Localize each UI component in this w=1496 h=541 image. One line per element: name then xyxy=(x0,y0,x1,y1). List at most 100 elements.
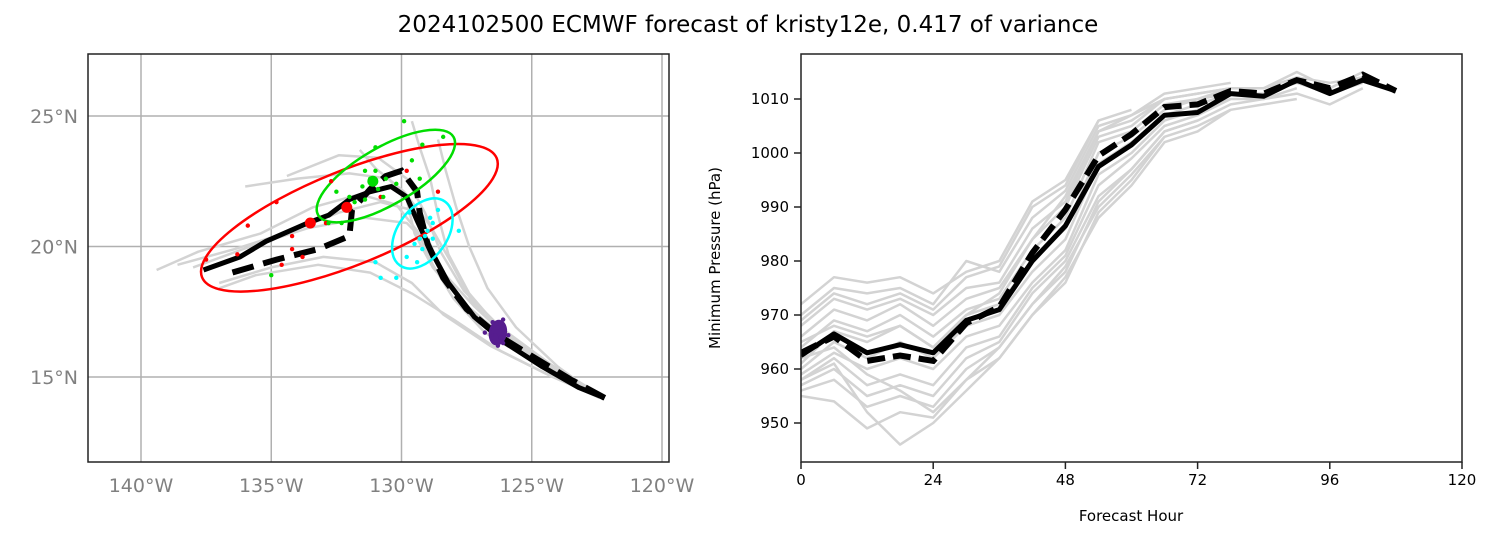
purple-ensemble-point xyxy=(498,335,503,341)
ensemble-pressure-line xyxy=(801,97,1298,430)
green-ensemble-point xyxy=(383,176,389,181)
cyan-ensemble-point xyxy=(417,236,422,241)
cyan-ensemble-point xyxy=(422,233,428,239)
green-ensemble-point xyxy=(339,220,344,226)
pressure-y-tick-label: 1000 xyxy=(751,144,789,162)
cyan-ensemble-point xyxy=(407,210,412,215)
pressure-y-axis-label: Minimum Pressure (hPa) xyxy=(706,167,724,349)
map-lon-tick-label: 120°W xyxy=(630,475,695,497)
pressure-ticks: 0 24 48 72 96 120 950 960 970 980 990 1000 1010 xyxy=(751,90,1477,489)
pressure-y-tick-label: 980 xyxy=(760,252,789,270)
purple-ensemble-point xyxy=(506,333,511,338)
map-lon-tick-label: 130°W xyxy=(369,475,434,497)
red-ensemble-point xyxy=(235,252,240,257)
green-ensemble-point xyxy=(420,142,425,147)
red-uncertainty-ellipse xyxy=(199,142,500,293)
ensemble-pressure-line xyxy=(801,108,1132,306)
red-ensemble-point xyxy=(245,223,251,228)
pressure-x-axis-label: Forecast Hour xyxy=(1079,507,1184,525)
green-ensemble-point xyxy=(373,145,378,150)
green-ensemble-point xyxy=(269,273,274,278)
red-ensemble-point xyxy=(304,217,316,229)
map-lat-tick-label: 20°N xyxy=(30,237,78,259)
cyan-ensemble-point xyxy=(394,275,399,281)
pressure-y-tick-label: 970 xyxy=(760,306,789,324)
red-ensemble-point xyxy=(300,254,305,260)
cyan-ensemble-point xyxy=(430,220,435,226)
green-ensemble-point xyxy=(409,158,415,163)
pressure-x-tick-label: 0 xyxy=(796,471,806,489)
ensemble-pressure-line xyxy=(801,76,1364,349)
pressure-panel: 0 24 48 72 96 120 950 960 970 980 990 1000 1010 Fore… xyxy=(706,53,1477,525)
green-ensemble-point xyxy=(440,134,446,140)
map-lon-tick-label: 135°W xyxy=(239,475,304,497)
cyan-ensemble-point xyxy=(420,246,425,252)
dashed-mean-track xyxy=(231,167,607,401)
cyan-ensemble-point xyxy=(412,241,417,247)
green-ensemble-point xyxy=(375,186,381,192)
ensemble-pressure-line xyxy=(801,97,1232,376)
cyan-ensemble-point xyxy=(414,259,420,265)
ensemble-pressure-line xyxy=(801,86,1231,338)
map-lat-tick-label: 25°N xyxy=(30,106,78,128)
green-ensemble-point xyxy=(417,176,422,181)
green-ensemble-point xyxy=(352,199,357,205)
map-gridlines xyxy=(88,54,669,462)
red-ensemble-point xyxy=(203,257,209,262)
pressure-x-tick-label: 72 xyxy=(1188,471,1207,489)
solid-mean-pressure-line xyxy=(801,77,1397,358)
ensemble-pressure-line xyxy=(801,92,1231,365)
green-ensemble-point xyxy=(373,168,378,174)
map-lon-tick-label: 140°W xyxy=(109,475,174,497)
map-lat-tick-label: 15°N xyxy=(30,367,78,389)
green-ensemble-point xyxy=(381,194,386,200)
pressure-x-tick-label: 120 xyxy=(1448,471,1477,489)
red-ensemble-point xyxy=(435,189,441,194)
ensemble-track xyxy=(218,263,603,400)
green-ensemble-point xyxy=(326,220,331,226)
green-ensemble-point xyxy=(394,181,399,187)
cyan-ensemble-point xyxy=(427,215,433,220)
pressure-y-tick-label: 990 xyxy=(760,198,789,216)
purple-ensemble-point xyxy=(495,325,501,330)
green-ensemble-point xyxy=(362,168,368,174)
ensemble-pressure-line xyxy=(801,119,1198,414)
ensemble-pressure-line xyxy=(801,81,1231,316)
purple-ensemble-point xyxy=(482,330,488,335)
map-data xyxy=(156,119,607,401)
ensemble-pressure-line xyxy=(801,120,1100,322)
pressure-x-tick-label: 48 xyxy=(1056,471,1075,489)
green-ensemble-point xyxy=(367,175,379,187)
pressure-x-tick-label: 24 xyxy=(924,471,943,489)
green-uncertainty-ellipse xyxy=(315,128,457,224)
purple-ensemble-point xyxy=(493,333,498,338)
ensemble-track xyxy=(286,153,601,397)
green-ensemble-point xyxy=(401,119,407,124)
pressure-y-tick-label: 950 xyxy=(760,414,789,432)
red-ensemble-point xyxy=(289,246,295,252)
purple-ensemble-point xyxy=(500,317,506,322)
red-ensemble-point xyxy=(328,179,334,184)
red-ensemble-point xyxy=(274,199,279,205)
cyan-ensemble-point xyxy=(404,254,409,260)
purple-ensemble-point xyxy=(500,340,506,346)
red-ensemble-point xyxy=(279,262,284,267)
green-ensemble-point xyxy=(360,184,365,189)
pressure-x-tick-label: 96 xyxy=(1320,471,1339,489)
cyan-ensemble-point xyxy=(425,228,430,234)
red-ensemble-point xyxy=(289,233,295,239)
purple-ensemble-point xyxy=(490,319,495,325)
cyan-ensemble-point xyxy=(435,207,441,213)
cyan-uncertainty-ellipse xyxy=(390,197,454,270)
ensemble-pressure-line xyxy=(801,97,1166,349)
red-ensemble-point xyxy=(404,168,409,174)
ensemble-pressure-line xyxy=(801,136,1166,446)
cyan-ensemble-point xyxy=(456,228,462,234)
green-ensemble-point xyxy=(334,189,339,194)
cyan-ensemble-point xyxy=(430,236,435,241)
track-map-panel: 140°W 135°W 130°W 125°W 120°W 25°N 20°N 15°N xyxy=(30,53,694,497)
red-ensemble-point xyxy=(341,201,353,213)
map-frame xyxy=(87,53,670,463)
map-tick-labels: 140°W 135°W 130°W 125°W 120°W 25°N 20°N 15°N xyxy=(30,106,694,497)
pressure-frame xyxy=(800,53,1463,463)
